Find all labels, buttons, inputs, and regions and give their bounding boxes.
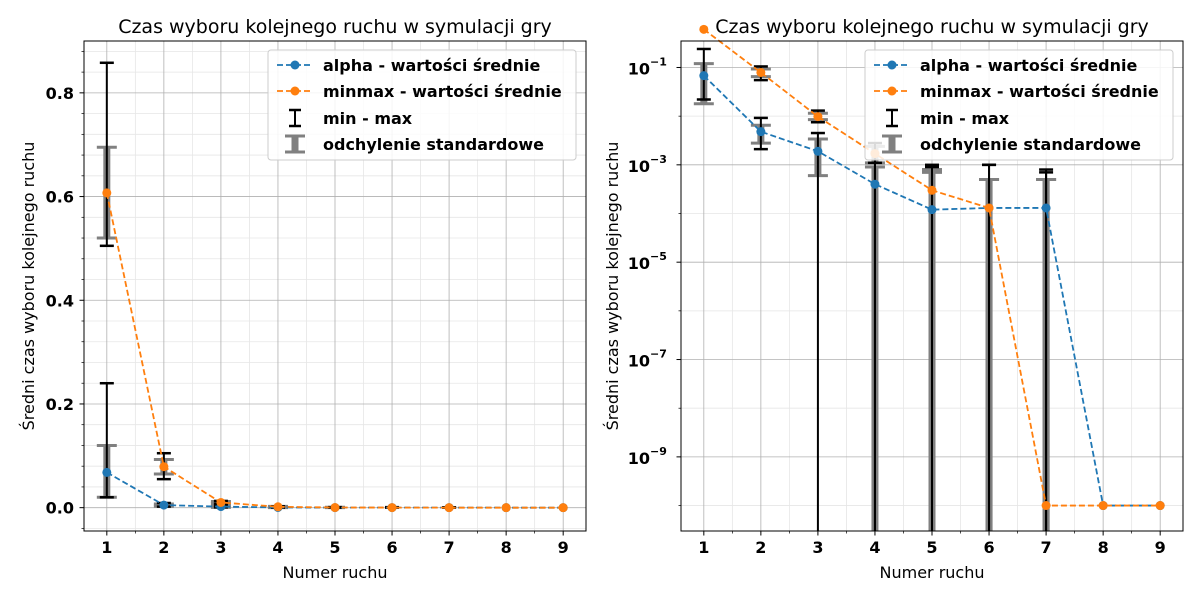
error-bars: [693, 47, 1057, 531]
data-point: [330, 503, 340, 513]
x-tick-label: 9: [558, 538, 569, 557]
x-tick-label: 9: [1155, 538, 1166, 557]
legend-label: alpha - wartości średnie: [323, 56, 540, 75]
y-tick-exponent: −5: [650, 250, 667, 263]
legend-label: odchylenie standardowe: [323, 135, 544, 154]
data-point: [870, 179, 880, 189]
data-point: [216, 497, 226, 507]
x-axis-label: Numer ruchu: [880, 563, 985, 582]
y-tick-label: 0.6: [46, 188, 74, 207]
x-tick-label: 8: [501, 538, 512, 557]
chart-title: Czas wyboru kolejnego ruchu w symulacji …: [118, 16, 552, 38]
data-point: [699, 71, 709, 81]
data-point: [927, 185, 937, 195]
x-tick-label: 1: [698, 538, 709, 557]
data-point: [813, 112, 823, 122]
x-tick-label: 4: [272, 538, 283, 557]
x-tick-label: 2: [158, 538, 169, 557]
x-axis-label: Numer ruchu: [283, 563, 388, 582]
x-tick-label: 5: [926, 538, 937, 557]
data-point: [159, 462, 169, 472]
chart-title: Czas wyboru kolejnego ruchu w symulacji …: [715, 16, 1149, 38]
data-point: [699, 24, 709, 34]
legend-box: [864, 49, 1174, 161]
legend: alpha - wartości średnie minmax - wartośc…: [267, 49, 577, 161]
data-point: [756, 127, 766, 137]
y-ticks: 0.0 0.2 0.4 0.6 0.8: [46, 51, 84, 529]
x-tick-label: 3: [215, 538, 226, 557]
y-tick-label: 0.8: [46, 84, 74, 103]
x-tick-label: 2: [755, 538, 766, 557]
data-point: [756, 67, 766, 77]
x-tick-label: 8: [1098, 538, 1109, 557]
y-tick-label: 0.0: [46, 499, 74, 518]
data-point: [558, 503, 568, 513]
x-tick-label: 6: [386, 538, 397, 557]
y-tick-label: 10: [628, 59, 650, 78]
legend-marker: [887, 60, 897, 70]
x-tick-label: 7: [1041, 538, 1052, 557]
x-ticks: 1 2 3 4 5 6 7 8 9: [698, 531, 1166, 557]
data-point: [102, 188, 112, 198]
series-2: [699, 24, 1165, 511]
legend-label: alpha - wartości średnie: [920, 56, 1137, 75]
legend-marker: [290, 60, 300, 70]
x-tick-label: 1: [101, 538, 112, 557]
data-point: [102, 467, 112, 477]
y-tick-label: 10: [628, 449, 650, 468]
x-ticks: 1 2 3 4 5 6 7 8 9: [101, 531, 569, 557]
legend-label: min - max: [323, 109, 413, 128]
data-point: [984, 203, 994, 213]
legend-label: minmax - wartości średnie: [920, 82, 1159, 101]
data-point: [813, 146, 823, 156]
x-tick-label: 3: [812, 538, 823, 557]
series-2: [102, 188, 568, 513]
data-point: [273, 502, 283, 512]
x-tick-label: 7: [444, 538, 455, 557]
legend-label: min - max: [920, 109, 1010, 128]
y-tick-label: 0.2: [46, 395, 74, 414]
legend: alpha - wartości średnie minmax - wartośc…: [864, 49, 1174, 161]
data-point: [501, 503, 511, 513]
y-tick-label: 0.4: [46, 291, 74, 310]
y-tick-exponent: −3: [650, 153, 667, 166]
data-point: [387, 503, 397, 513]
y-axis-label: Średni czas wyboru kolejnego ruchu: [603, 142, 622, 431]
y-tick-label: 10: [628, 352, 650, 371]
y-tick-label: 10: [628, 157, 650, 176]
data-point: [1041, 203, 1051, 213]
legend-box: [267, 49, 577, 161]
y-axis-label: Średni czas wyboru kolejnego ruchu: [19, 142, 38, 431]
series-line: [703, 74, 1161, 507]
y-tick-exponent: −7: [650, 348, 667, 361]
legend-marker: [290, 86, 300, 96]
y-tick-label: 10: [628, 254, 650, 273]
x-tick-label: 5: [329, 538, 340, 557]
data-point: [927, 205, 937, 215]
legend-label: odchylenie standardowe: [920, 135, 1141, 154]
y-tick-exponent: −9: [650, 445, 667, 458]
legend-label: minmax - wartości średnie: [323, 82, 562, 101]
y-ticks: 10−910−710−510−310−1: [628, 55, 681, 506]
data-point: [1041, 501, 1051, 511]
chart-panel-1: 1 2 3 4 5 6 7 8 9 0.0 0.2 0.4 0.6 0.8 Czas wyboru kole…: [19, 16, 587, 582]
data-point: [444, 503, 454, 513]
x-tick-label: 6: [983, 538, 994, 557]
data-point: [1098, 501, 1108, 511]
legend-marker: [887, 86, 897, 96]
data-point: [159, 500, 169, 510]
y-tick-exponent: −1: [650, 55, 667, 68]
x-tick-label: 4: [869, 538, 880, 557]
data-point: [1155, 501, 1165, 511]
